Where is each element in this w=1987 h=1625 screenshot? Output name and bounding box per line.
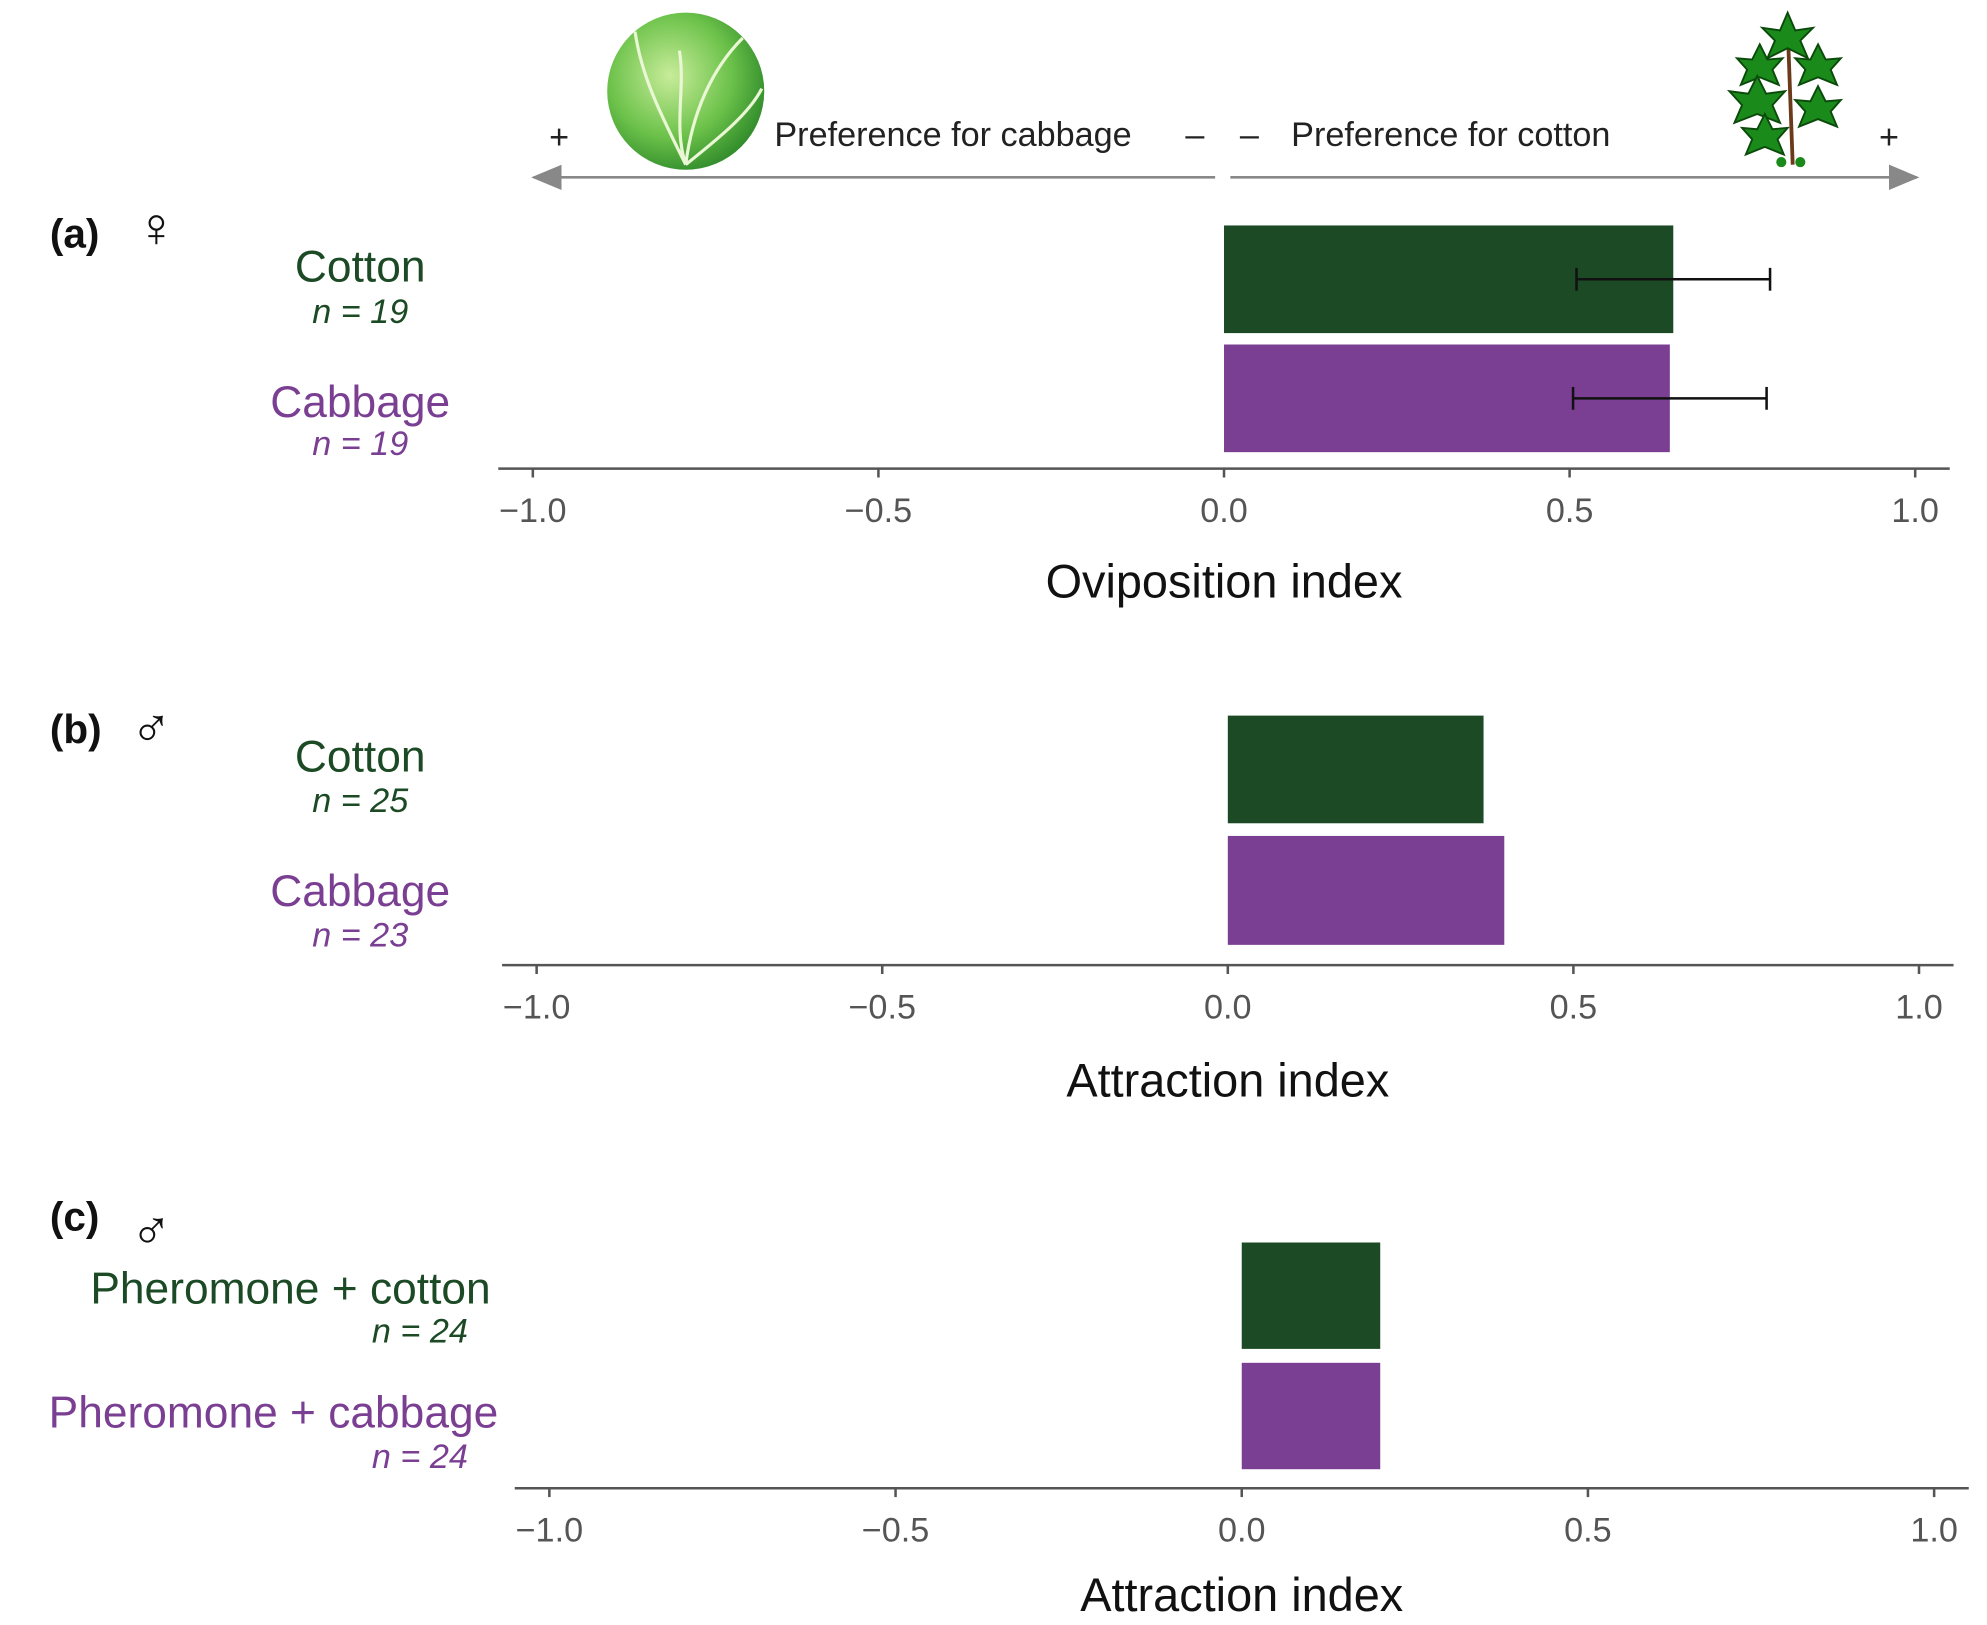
x-tick-label: 0.5: [1550, 988, 1598, 1026]
x-tick-label: −1.0: [503, 988, 571, 1026]
x-tick-label: −0.5: [862, 1512, 929, 1550]
annotation: Preference for cabbage: [774, 116, 1131, 154]
category-label: Cotton: [295, 242, 426, 291]
sample-size: n = 19: [312, 425, 408, 463]
annotation: Preference for cotton: [1291, 116, 1610, 154]
sample-size: n = 23: [312, 916, 408, 954]
sex-symbol: ♂: [130, 1200, 172, 1262]
bar: [1227, 715, 1484, 824]
plus: +: [1879, 118, 1899, 156]
sample-size: n = 19: [312, 293, 408, 331]
x-tick-label: −1.0: [516, 1512, 584, 1550]
category-label: Cabbage: [270, 378, 450, 427]
x-axis-label: Attraction index: [1066, 1055, 1389, 1107]
x-tick-label: 1.0: [1895, 988, 1943, 1026]
plus: +: [549, 118, 569, 156]
sample-size: n = 24: [372, 1438, 468, 1476]
panel-label: (c): [50, 1193, 100, 1239]
x-tick-label: −1.0: [499, 492, 567, 530]
bar: [1227, 835, 1505, 945]
x-tick-label: 1.0: [1891, 492, 1939, 530]
sample-size: n = 25: [312, 782, 409, 820]
panel-label: (a): [50, 211, 100, 257]
cabbage-icon: [607, 12, 765, 170]
panel-label: (b): [50, 706, 102, 752]
x-tick-label: 0.0: [1218, 1512, 1266, 1550]
x-tick-label: −0.5: [848, 988, 916, 1026]
x-tick-label: 0.0: [1200, 492, 1248, 530]
x-tick-label: 1.0: [1910, 1512, 1958, 1550]
x-axis-label: Attraction index: [1080, 1569, 1403, 1621]
x-tick-label: 0.5: [1564, 1512, 1612, 1550]
sample-size: n = 24: [372, 1313, 468, 1351]
category-label: Pheromone + cotton: [90, 1265, 490, 1314]
category-label: Cabbage: [270, 867, 450, 916]
category-label: Cotton: [295, 733, 426, 782]
minus: –: [1240, 116, 1259, 154]
bar: [1241, 1242, 1381, 1349]
x-tick-label: 0.0: [1204, 988, 1252, 1026]
x-tick-label: −0.5: [845, 492, 913, 530]
sex-symbol: ♀: [135, 196, 177, 258]
x-axis-label: Oviposition index: [1046, 556, 1403, 608]
sex-symbol: ♂: [130, 697, 172, 759]
minus: –: [1185, 116, 1204, 154]
x-tick-label: 0.5: [1546, 492, 1594, 530]
category-label: Pheromone + cabbage: [49, 1389, 499, 1438]
bar: [1241, 1362, 1381, 1470]
cotton-icon: [1626, 10, 1844, 168]
